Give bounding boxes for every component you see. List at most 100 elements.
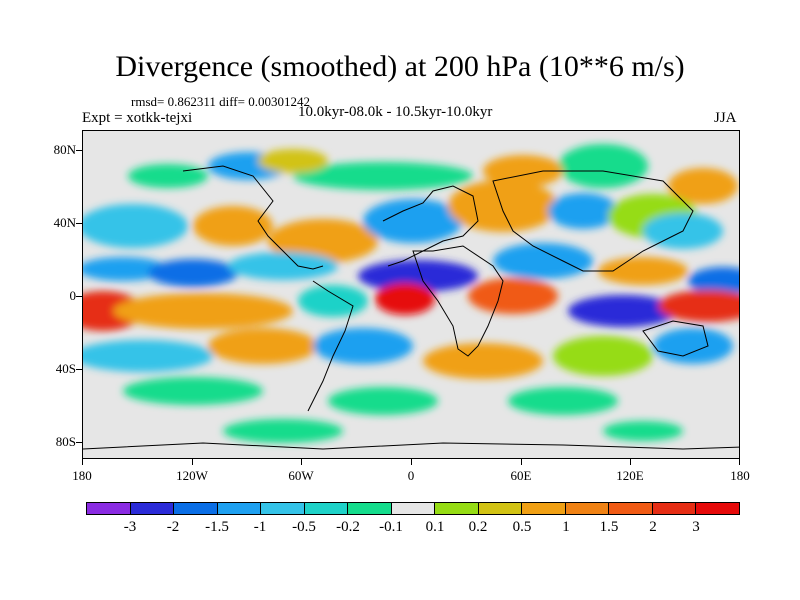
- colorbar-label: -1.5: [205, 519, 229, 535]
- field-blob: [375, 283, 435, 315]
- field-blob: [553, 336, 653, 376]
- colorbar: [86, 502, 740, 515]
- field-blob: [668, 168, 738, 204]
- colorbar-cell: [609, 503, 653, 514]
- field-blob: [688, 267, 739, 295]
- field-blob: [223, 419, 343, 443]
- field-blob: [548, 193, 618, 229]
- lon-label: 180: [730, 468, 750, 483]
- lat-tick: [76, 223, 82, 224]
- field-blob: [83, 204, 188, 248]
- colorbar-label: 1: [562, 519, 570, 535]
- divergence-map: [83, 131, 739, 458]
- field-blob: [448, 180, 558, 232]
- field-blob: [293, 162, 473, 190]
- colorbar-cell: [217, 503, 262, 514]
- chart-title: Divergence (smoothed) at 200 hPa (10**6 …: [115, 50, 685, 83]
- lat-label: 40S: [55, 361, 76, 376]
- map-panel: [82, 130, 740, 459]
- field-blob: [468, 278, 558, 314]
- colorbar-label: 0.1: [425, 519, 445, 535]
- lon-tick: [630, 459, 631, 465]
- colorbar-label: 1.5: [599, 519, 619, 535]
- field-blob: [83, 257, 168, 281]
- colorbar-label: -0.5: [292, 519, 316, 535]
- divergence-field: [83, 144, 739, 443]
- field-blob: [193, 206, 273, 246]
- lon-tick: [301, 459, 302, 465]
- colorbar-cell: [696, 503, 739, 514]
- coastlines: [83, 165, 739, 450]
- colorbar-cell: [478, 503, 523, 514]
- lon-tick: [82, 459, 83, 465]
- coastline: [642, 320, 709, 357]
- colorbar-label: 0.2: [468, 519, 488, 535]
- colorbar-cell: [261, 503, 305, 514]
- field-blob: [358, 260, 478, 292]
- lon-tick: [739, 459, 740, 465]
- lon-label: 120E: [616, 468, 644, 483]
- coastline: [307, 280, 354, 412]
- colorbar-cell: [435, 503, 479, 514]
- colorbar-label: 2: [649, 519, 657, 535]
- field-blob: [508, 387, 618, 415]
- lat-tick: [76, 442, 82, 443]
- field-blob: [268, 219, 378, 263]
- field-blob: [128, 164, 208, 188]
- field-blob: [558, 144, 648, 188]
- season-text: JJA: [714, 110, 737, 126]
- field-blob: [228, 252, 338, 280]
- colorbar-label: 3: [692, 519, 700, 535]
- coastline: [492, 170, 694, 272]
- colorbar-cell: [652, 503, 697, 514]
- colorbar-label: 0.5: [512, 519, 532, 535]
- coastline: [182, 165, 324, 270]
- lat-label: 0: [69, 288, 77, 303]
- lon-label: 180: [72, 468, 92, 483]
- colorbar-cell: [522, 503, 566, 514]
- colorbar-cell: [304, 503, 349, 514]
- field-blob: [423, 343, 543, 379]
- lon-tick: [192, 459, 193, 465]
- lon-label: 120W: [176, 468, 208, 483]
- period-text: 10.0kyr-08.0k - 10.5kyr-10.0kyr: [298, 104, 493, 120]
- lat-label: 40N: [53, 215, 76, 230]
- colorbar-label: -3: [123, 519, 137, 535]
- field-blob: [113, 293, 293, 329]
- colorbar-cell: [87, 503, 131, 514]
- lon-label: 0: [407, 468, 415, 483]
- field-blob: [298, 285, 368, 317]
- field-blob: [258, 149, 328, 173]
- lon-label: 60E: [510, 468, 532, 483]
- lat-tick: [76, 369, 82, 370]
- colorbar-cell: [391, 503, 436, 514]
- field-blob: [653, 328, 733, 364]
- colorbar-label: -0.1: [379, 519, 403, 535]
- lat-tick: [76, 150, 82, 151]
- lat-label: 80N: [53, 142, 76, 157]
- coastline: [412, 245, 504, 357]
- colorbar-cell: [174, 503, 218, 514]
- field-blob: [123, 377, 263, 405]
- lon-tick: [411, 459, 412, 465]
- stats-text: rmsd= 0.862311 diff= 0.00301242: [131, 94, 310, 109]
- field-blob: [83, 340, 213, 372]
- coastline: [382, 185, 479, 267]
- lon-tick: [521, 459, 522, 465]
- colorbar-label: -2: [166, 519, 180, 535]
- colorbar-cell: [130, 503, 175, 514]
- colorbar-label: -1: [253, 519, 267, 535]
- field-blob: [603, 421, 683, 441]
- field-blob: [598, 257, 688, 285]
- field-blob: [313, 328, 413, 364]
- field-blob: [568, 295, 678, 327]
- field-blob: [328, 387, 438, 415]
- lat-label: 80S: [55, 434, 76, 449]
- lon-label: 60W: [288, 468, 314, 483]
- lat-tick: [76, 296, 82, 297]
- field-blob: [493, 243, 593, 279]
- colorbar-cell: [348, 503, 392, 514]
- field-blob: [208, 328, 318, 364]
- colorbar-cell: [565, 503, 610, 514]
- experiment-text: Expt = xotkk-tejxi: [82, 110, 193, 126]
